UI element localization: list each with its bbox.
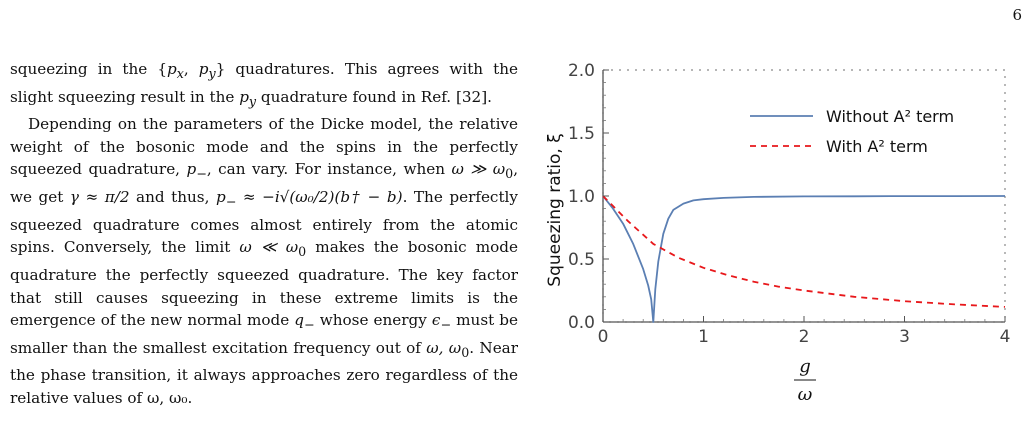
y-tick-label: 1.0	[568, 187, 595, 207]
series-line-1	[602, 195, 1006, 323]
y-axis-label: Squeezing ratio, ξ	[545, 133, 565, 286]
x-tick-label: 1	[698, 327, 709, 347]
paragraph-1: squeezing in the {px, py} quadratures. T…	[10, 60, 518, 109]
x-axis-label-numerator: g	[799, 356, 811, 377]
x-tick-label: 4	[1000, 327, 1011, 347]
x-tick-label: 0	[598, 327, 609, 347]
page-number: 6	[1012, 6, 1022, 24]
y-tick-label: 0.5	[568, 250, 595, 270]
squeezing-ratio-figure: 0 1 2 3 4 0.0 0.5 1.0 1.5 2.0 Squeezing ratio, ξ …	[530, 50, 1030, 436]
squeezing-ratio-chart: 0 1 2 3 40.00.51.01.52.0 Squeezing ratio, ξ …	[545, 61, 1011, 405]
legend-label-1: Without A² term	[826, 107, 954, 126]
x-tick-label: 2	[799, 327, 810, 347]
x-tick-label: 3	[899, 327, 910, 347]
y-tick-label: 0.0	[568, 313, 595, 333]
body-text-column: squeezing in the {px, py} quadratures. T…	[10, 58, 518, 436]
x-axis-label-denominator: ω	[798, 384, 813, 405]
y-tick-label: 2.0	[568, 61, 595, 81]
legend-label-2: With A² term	[826, 137, 928, 156]
series-line-2	[602, 195, 1006, 308]
legend: Without A² term With A² term	[750, 107, 954, 156]
paragraph-2: Depending on the parameters of the Dicke…	[10, 115, 518, 407]
y-tick-label: 1.5	[568, 124, 595, 144]
